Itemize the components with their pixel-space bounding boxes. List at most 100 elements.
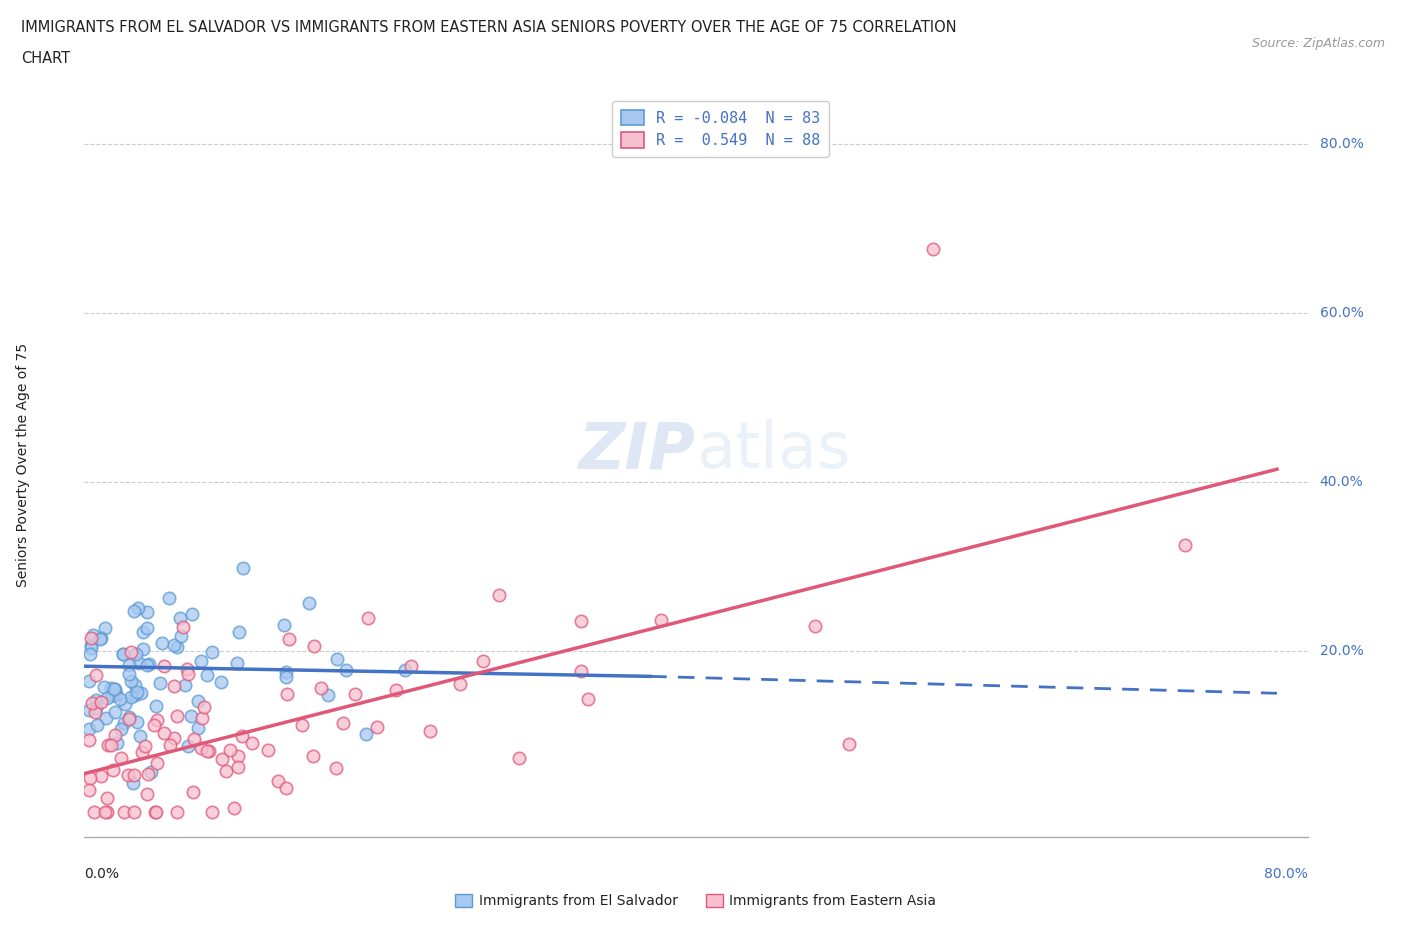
Point <box>79 646 101 661</box>
Point <box>190 711 212 725</box>
Point <box>84 705 107 720</box>
Text: Seniors Poverty Over the Age of 75: Seniors Poverty Over the Age of 75 <box>17 343 30 587</box>
Point <box>131 744 153 759</box>
Point <box>228 625 250 640</box>
Point <box>110 751 132 765</box>
Point <box>83 804 105 819</box>
Point <box>114 697 136 711</box>
Point <box>97 737 120 752</box>
Point <box>209 675 232 690</box>
Point <box>302 639 325 654</box>
Point <box>172 619 194 634</box>
Point <box>82 628 104 643</box>
Point <box>134 738 156 753</box>
Point <box>93 680 115 695</box>
Point <box>354 726 377 741</box>
Point <box>163 679 186 694</box>
Point <box>226 760 249 775</box>
Point <box>122 767 145 782</box>
Point <box>298 595 321 610</box>
Point <box>153 725 176 740</box>
Point <box>105 736 128 751</box>
Point <box>803 618 825 633</box>
Point <box>149 676 172 691</box>
Point <box>343 686 366 701</box>
Point <box>103 681 125 696</box>
Point <box>79 631 101 645</box>
Point <box>226 749 249 764</box>
Point <box>118 658 141 672</box>
Point <box>84 668 107 683</box>
Point <box>232 561 254 576</box>
Point <box>276 686 298 701</box>
Point <box>104 682 127 697</box>
Point <box>153 658 176 673</box>
Point <box>162 731 184 746</box>
Point <box>394 663 416 678</box>
Point <box>100 737 122 752</box>
Point <box>332 715 354 730</box>
Point <box>124 677 146 692</box>
Text: 60.0%: 60.0% <box>1320 306 1364 320</box>
Point <box>177 667 200 682</box>
Point <box>131 642 153 657</box>
Point <box>325 652 347 667</box>
Point <box>197 743 219 758</box>
Point <box>273 618 295 632</box>
Text: 80.0%: 80.0% <box>1264 867 1308 881</box>
Point <box>335 663 357 678</box>
Point <box>108 692 131 707</box>
Point <box>226 655 249 670</box>
Point <box>132 625 155 640</box>
Point <box>173 678 195 693</box>
Point <box>922 242 945 257</box>
Point <box>96 790 118 805</box>
Point <box>104 727 127 742</box>
Point <box>240 736 263 751</box>
Point <box>318 687 340 702</box>
Point <box>112 715 135 730</box>
Point <box>89 632 111 647</box>
Point <box>569 614 592 629</box>
Point <box>118 710 141 724</box>
Text: IMMIGRANTS FROM EL SALVADOR VS IMMIGRANTS FROM EASTERN ASIA SENIORS POVERTY OVER: IMMIGRANTS FROM EL SALVADOR VS IMMIGRANT… <box>21 20 956 35</box>
Point <box>163 637 186 652</box>
Point <box>267 774 290 789</box>
Point <box>110 722 132 737</box>
Text: Source: ZipAtlas.com: Source: ZipAtlas.com <box>1251 37 1385 50</box>
Point <box>100 687 122 702</box>
Point <box>129 728 152 743</box>
Point <box>105 687 128 702</box>
Point <box>366 720 388 735</box>
Point <box>357 611 380 626</box>
Point <box>124 687 146 702</box>
Point <box>472 654 495 669</box>
Point <box>215 764 238 778</box>
Point <box>187 694 209 709</box>
Point <box>181 785 204 800</box>
Point <box>77 721 100 736</box>
Point <box>180 709 202 724</box>
Legend: Immigrants from El Salvador, Immigrants from Eastern Asia: Immigrants from El Salvador, Immigrants … <box>450 888 942 913</box>
Point <box>257 742 280 757</box>
Point <box>201 644 224 659</box>
Point <box>418 724 440 738</box>
Point <box>650 612 672 627</box>
Point <box>122 804 145 819</box>
Point <box>127 601 149 616</box>
Point <box>84 700 107 715</box>
Point <box>449 677 471 692</box>
Point <box>96 711 118 725</box>
Point <box>195 743 218 758</box>
Point <box>135 786 157 801</box>
Point <box>120 689 142 704</box>
Point <box>77 673 100 688</box>
Point <box>231 728 253 743</box>
Point <box>141 764 163 779</box>
Point <box>101 763 124 777</box>
Point <box>838 737 860 751</box>
Point <box>128 656 150 671</box>
Point <box>79 770 101 785</box>
Point <box>170 628 193 643</box>
Point <box>142 718 165 733</box>
